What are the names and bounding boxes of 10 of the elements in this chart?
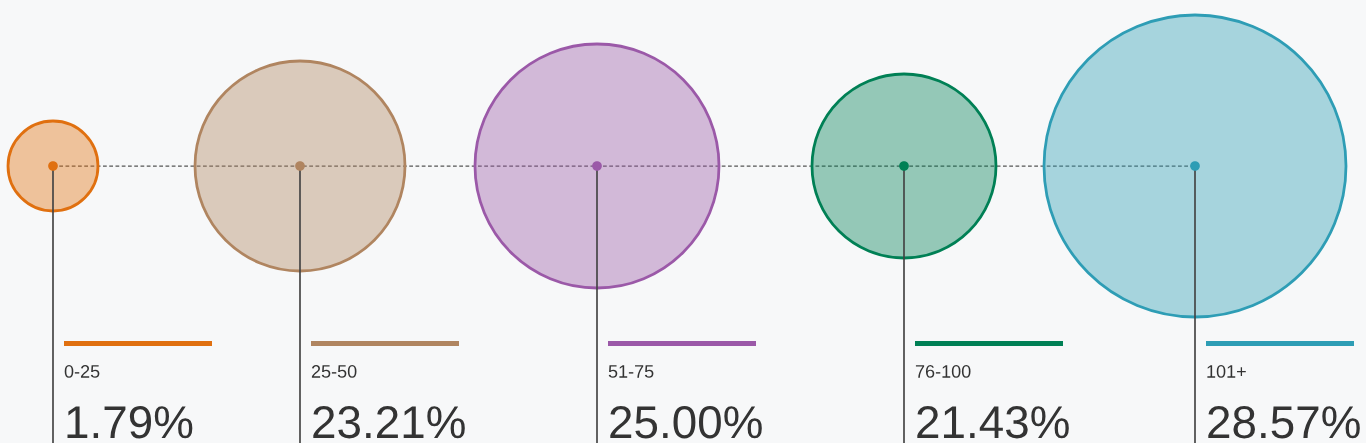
category-label: 0-25 — [64, 365, 100, 378]
data-label: 1.79% — [67, 406, 193, 439]
category-label: 101+ — [1207, 365, 1246, 378]
category-label: 51-75 — [608, 365, 654, 378]
data-label: 21.43% — [917, 406, 1069, 439]
data-label: 25.00% — [610, 406, 762, 439]
category-label: 25-50 — [311, 365, 357, 378]
data-label: 23.21% — [313, 406, 465, 439]
data-label: 28.57% — [1208, 406, 1360, 439]
category-label: 76-100 — [915, 365, 971, 378]
